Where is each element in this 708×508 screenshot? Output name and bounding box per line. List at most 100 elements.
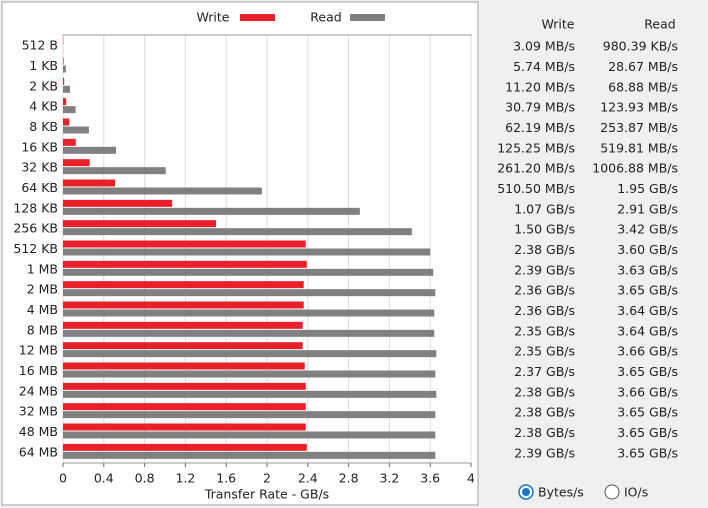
y-tick-label: 64 MB: [19, 444, 58, 459]
x-tick-label: 3.2: [379, 471, 399, 486]
value-label: 3.64 GB/s: [617, 323, 678, 338]
value-label: 2.36 GB/s: [514, 283, 575, 298]
bar: [63, 370, 436, 378]
bar: [63, 390, 437, 398]
y-tick-label: 32 KB: [21, 160, 58, 175]
y-tick-label: 16 MB: [19, 363, 58, 378]
bar: [63, 138, 76, 146]
value-label: 28.67 MB/s: [608, 59, 678, 74]
bar: [63, 350, 437, 358]
y-tick-label: 512 B: [22, 38, 58, 53]
x-tick-label: 0.8: [135, 471, 155, 486]
bar: [63, 382, 306, 390]
radio-button[interactable]: [604, 484, 620, 500]
value-label: 2.35 GB/s: [514, 344, 575, 359]
bar: [63, 289, 436, 297]
value-label: 3.65 GB/s: [617, 364, 678, 379]
value-label: 3.09 MB/s: [513, 39, 575, 54]
y-tick-label: 48 MB: [19, 424, 58, 439]
x-tick-label: 4: [467, 471, 475, 486]
legend-label: Write: [196, 10, 229, 25]
value-label: 68.88 MB/s: [608, 79, 678, 94]
bar: [63, 207, 360, 215]
x-axis-label: Transfer Rate - GB/s: [204, 487, 329, 502]
table-header: Write: [541, 17, 574, 32]
value-label: 11.20 MB/s: [505, 79, 575, 94]
value-label: 3.60 GB/s: [617, 242, 678, 257]
x-tick-label: 2.4: [298, 471, 318, 486]
y-tick-label: 4 MB: [27, 302, 58, 317]
value-label: 62.19 MB/s: [505, 120, 575, 135]
y-tick-label: 32 MB: [19, 404, 58, 419]
y-tick-label: 8 MB: [27, 322, 58, 337]
value-label: 2.38 GB/s: [514, 242, 575, 257]
value-label: 1.95 GB/s: [617, 181, 678, 196]
bar: [63, 260, 307, 268]
bar: [63, 57, 64, 65]
bar: [63, 126, 89, 134]
y-tick-label: 1 KB: [29, 58, 58, 73]
table-header: Read: [644, 17, 675, 32]
radio-dot: [522, 488, 530, 496]
y-tick-label: 2 MB: [27, 282, 58, 297]
value-label: 3.64 GB/s: [617, 303, 678, 318]
value-label: 2.38 GB/s: [514, 405, 575, 420]
x-tick-label: 1.6: [216, 471, 236, 486]
bar: [63, 281, 304, 289]
bar: [63, 301, 304, 309]
bar: [63, 248, 431, 256]
bar: [63, 411, 436, 419]
value-label: 3.65 GB/s: [617, 405, 678, 420]
value-label: 2.37 GB/s: [514, 364, 575, 379]
bar: [63, 403, 306, 411]
value-label: 2.38 GB/s: [514, 425, 575, 440]
y-tick-label: 16 KB: [21, 139, 58, 154]
bar: [63, 431, 436, 439]
value-label: 1.50 GB/s: [514, 222, 575, 237]
y-tick-label: 24 MB: [19, 383, 58, 398]
bar: [63, 423, 306, 431]
value-label: 261.20 MB/s: [497, 161, 575, 176]
y-tick-label: 256 KB: [13, 221, 58, 236]
bar: [63, 77, 65, 85]
bar: [63, 159, 90, 167]
value-label: 3.65 GB/s: [617, 445, 678, 460]
value-label: 3.66 GB/s: [617, 384, 678, 399]
units-radio[interactable]: Bytes/s IO/s: [518, 484, 648, 500]
y-tick-label: 12 MB: [19, 343, 58, 358]
value-label: 3.65 GB/s: [617, 283, 678, 298]
x-tick-label: 0.4: [94, 471, 114, 486]
y-tick-label: 2 KB: [29, 78, 58, 93]
value-label: 3.65 GB/s: [617, 425, 678, 440]
value-label: 3.42 GB/s: [617, 222, 678, 237]
bar: [63, 85, 71, 93]
radio-label[interactable]: Bytes/s: [538, 485, 584, 500]
bar: [63, 309, 435, 317]
radio-label[interactable]: IO/s: [624, 485, 648, 500]
bar: [63, 98, 67, 106]
legend-label: Read: [310, 10, 341, 25]
x-tick-label: 3.6: [420, 471, 440, 486]
bar: [63, 118, 70, 126]
value-label: 2.39 GB/s: [514, 262, 575, 277]
bar: [63, 187, 262, 195]
bar: [63, 268, 434, 276]
y-tick-label: 512 KB: [13, 241, 58, 256]
value-label: 5.74 MB/s: [513, 59, 575, 74]
x-tick-label: 2: [263, 471, 271, 486]
legend-swatch: [240, 14, 275, 21]
y-tick-label: 4 KB: [29, 99, 58, 114]
value-label: 2.38 GB/s: [514, 384, 575, 399]
value-label: 510.50 MB/s: [497, 181, 575, 196]
value-label: 123.93 MB/s: [600, 100, 678, 115]
y-tick-label: 128 KB: [13, 200, 58, 215]
x-tick-label: 2.8: [339, 471, 359, 486]
y-tick-label: 1 MB: [27, 261, 58, 276]
value-label: 3.66 GB/s: [617, 344, 678, 359]
value-label: 1006.88 MB/s: [592, 161, 678, 176]
x-tick-label: 0: [59, 471, 67, 486]
bar: [63, 167, 166, 175]
bar: [63, 65, 66, 73]
value-label: 253.87 MB/s: [600, 120, 678, 135]
